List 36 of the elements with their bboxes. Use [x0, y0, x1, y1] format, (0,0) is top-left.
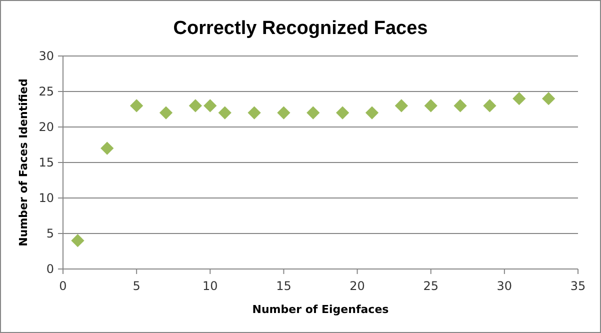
point — [188, 99, 202, 112]
x-tick-label: 10 — [202, 279, 218, 293]
x-tick-label: 5 — [132, 279, 140, 293]
chart-title: Correctly Recognized Faces — [173, 18, 428, 39]
point — [130, 99, 144, 112]
point — [454, 99, 467, 112]
x-tick-label: 0 — [59, 279, 67, 293]
x-tick-label: 15 — [276, 279, 292, 293]
y-tick-label: 15 — [38, 156, 54, 170]
point — [100, 142, 114, 155]
point — [365, 106, 379, 120]
point — [336, 106, 350, 120]
y-tick-label: 0 — [46, 262, 54, 276]
y-tick-label: 5 — [46, 226, 54, 241]
y-tick-label: 20 — [38, 120, 54, 134]
y-axis-title: Number of Faces Identified — [17, 78, 30, 246]
point — [159, 106, 173, 120]
y-tick-label: 30 — [38, 49, 54, 64]
y-tick-label: 10 — [38, 191, 54, 206]
point — [512, 92, 526, 106]
point — [204, 99, 217, 112]
point — [394, 99, 408, 112]
x-tick-label: 20 — [350, 279, 365, 293]
point — [218, 106, 232, 120]
point — [483, 99, 496, 112]
point — [248, 106, 261, 120]
x-tick-label: 30 — [496, 279, 512, 293]
point — [306, 106, 320, 120]
x-axis-title: Number of Eigenfaces — [252, 303, 390, 316]
y-tick-label: 25 — [38, 84, 54, 99]
point — [71, 234, 84, 248]
x-tick-label: 35 — [570, 279, 586, 293]
point — [424, 99, 438, 112]
point — [277, 106, 290, 120]
point — [542, 92, 556, 106]
x-tick-label: 25 — [423, 279, 438, 293]
